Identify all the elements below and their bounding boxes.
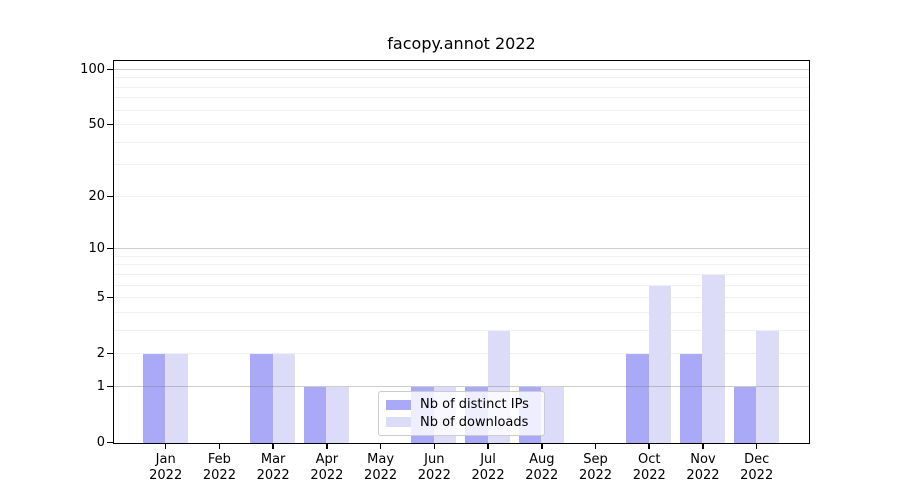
x-tick-mark xyxy=(487,444,489,449)
bar-downloads-nov xyxy=(702,274,725,443)
gridline xyxy=(114,264,809,266)
x-tick-mark xyxy=(648,444,650,449)
x-tick-label: Jun 2022 xyxy=(417,452,451,483)
x-tick-mark xyxy=(164,444,167,449)
y-tick-mark xyxy=(107,123,113,126)
gridline xyxy=(114,273,809,275)
x-tick-mark xyxy=(326,444,328,449)
gridline xyxy=(114,248,809,250)
y-tick-mark xyxy=(107,385,113,388)
y-tick-mark xyxy=(107,296,113,299)
x-tick-label: Dec 2022 xyxy=(740,452,774,483)
gridline xyxy=(114,109,809,111)
bar-downloads-jan xyxy=(165,354,188,443)
bar-ips-jan xyxy=(142,354,166,443)
y-tick-label: 2 xyxy=(96,346,105,362)
bar-downloads-aug xyxy=(541,386,564,443)
bar-downloads-dec xyxy=(756,330,779,443)
y-tick-label: 100 xyxy=(80,61,105,77)
y-tick-mark xyxy=(107,68,113,71)
x-tick-label: Sep 2022 xyxy=(578,452,613,483)
x-tick-mark xyxy=(541,444,543,449)
x-tick-mark xyxy=(594,444,597,449)
plot-area: Nb of distinct IPs Nb of downloads xyxy=(113,60,810,444)
gridline xyxy=(114,141,809,143)
gridline xyxy=(114,124,809,126)
bar-ips-dec xyxy=(733,386,757,443)
y-tick-label: 10 xyxy=(88,241,105,257)
legend-item-downloads: Nb of downloads xyxy=(386,415,537,430)
legend-label-downloads: Nb of downloads xyxy=(420,414,529,430)
bar-downloads-apr xyxy=(326,386,349,443)
y-tick-label: 20 xyxy=(88,188,105,204)
x-tick-mark xyxy=(755,444,758,449)
bar-ips-apr xyxy=(303,386,327,443)
legend-item-distinct-ips: Nb of distinct IPs xyxy=(386,397,537,412)
gridline xyxy=(114,297,809,299)
gridline xyxy=(114,329,809,331)
gridline xyxy=(114,255,809,257)
y-tick-mark xyxy=(107,352,113,355)
x-tick-label: Nov 2022 xyxy=(686,452,720,483)
chart-title: facopy.annot 2022 xyxy=(387,34,536,53)
legend-label-distinct-ips: Nb of distinct IPs xyxy=(420,397,529,413)
x-tick-label: Aug 2022 xyxy=(525,452,559,483)
gridline xyxy=(114,86,809,88)
gridline xyxy=(114,195,809,197)
bar-ips-mar xyxy=(250,354,273,443)
bar-ips-nov xyxy=(679,354,703,443)
y-tick-label: 50 xyxy=(88,117,105,133)
bar-downloads-mar xyxy=(272,354,296,443)
y-tick-mark xyxy=(107,195,113,198)
bar-downloads-oct xyxy=(648,285,672,443)
gridline xyxy=(114,284,809,286)
x-tick-mark xyxy=(702,444,704,449)
legend-swatch-downloads-icon xyxy=(386,417,411,428)
y-tick-label: 0 xyxy=(96,435,105,450)
gridline xyxy=(114,353,809,355)
y-tick-mark xyxy=(107,247,113,250)
legend: Nb of distinct IPs Nb of downloads xyxy=(378,391,545,436)
y-tick-mark xyxy=(107,441,113,444)
gridline xyxy=(114,311,809,313)
x-tick-mark xyxy=(218,444,221,449)
y-tick-label: 5 xyxy=(96,290,105,306)
x-tick-label: Feb 2022 xyxy=(202,452,236,483)
x-tick-label: Apr 2022 xyxy=(310,452,344,483)
x-tick-mark xyxy=(433,444,436,449)
gridline xyxy=(114,68,809,70)
y-tick-label: 1 xyxy=(96,378,105,394)
x-tick-mark xyxy=(272,444,274,449)
x-tick-label: Oct 2022 xyxy=(632,452,666,483)
x-tick-label: Jul 2022 xyxy=(471,452,505,483)
x-tick-label: Jan 2022 xyxy=(149,452,183,483)
x-tick-label: Mar 2022 xyxy=(256,452,290,483)
x-tick-label: May 2022 xyxy=(364,452,398,483)
gridline xyxy=(114,385,809,387)
bar-ips-oct xyxy=(626,354,649,443)
x-tick-mark xyxy=(379,444,382,449)
legend-swatch-ips-icon xyxy=(386,399,411,410)
gridline xyxy=(114,97,809,99)
gridline xyxy=(114,164,809,166)
gridline xyxy=(114,77,809,79)
